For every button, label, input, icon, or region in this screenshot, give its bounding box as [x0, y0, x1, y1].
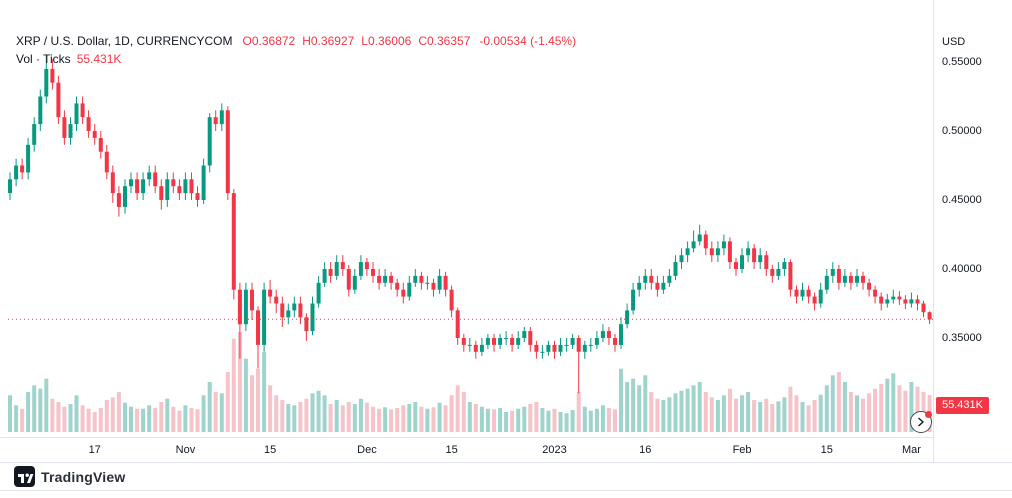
footer-separator: [0, 462, 1012, 463]
time-axis-label: Nov: [175, 444, 196, 456]
chevron-right-icon: [918, 417, 925, 427]
ohlc-high: H0.36927: [302, 34, 355, 48]
price-axis-label: 0.55000: [942, 56, 982, 68]
jump-to-realtime-button[interactable]: [910, 411, 932, 433]
time-axis-label: 15: [820, 444, 833, 456]
time-axis-label: Dec: [357, 444, 377, 456]
price-change: -0.00534 (-1.45%): [479, 34, 577, 48]
time-axis-label: Feb: [732, 444, 752, 456]
time-axis-label: 15: [264, 444, 277, 456]
notification-dot: [925, 411, 932, 418]
price-axis-separator: [933, 0, 934, 462]
time-axis-label: 16: [639, 444, 652, 456]
price-axis-label: 0.35000: [942, 332, 982, 344]
tradingview-logo: [14, 466, 35, 487]
price-axis[interactable]: USD 0.55000 0.50000 0.45000 0.40000 0.35…: [934, 0, 1012, 462]
price-axis-label: 0.40000: [942, 263, 982, 275]
time-axis-label: 15: [445, 444, 458, 456]
price-axis-label: 0.50000: [942, 125, 982, 137]
ohlc-low: L0.36006: [361, 34, 412, 48]
brand-name: TradingView: [41, 468, 126, 485]
ohlc-close: C0.36357: [418, 34, 471, 48]
time-axis[interactable]: 17 Nov 15 Dec 15 2023 16 Feb 15 Mar: [0, 438, 933, 462]
symbol-legend: XRP / U.S. Dollar, 1D, CURRENCYCOM O0.36…: [16, 34, 576, 48]
volume-axis-badge: 55.431K: [936, 397, 989, 414]
ohlc-open: O0.36872: [242, 34, 296, 48]
volume-study-label[interactable]: Vol · Ticks: [16, 52, 71, 66]
symbol-title[interactable]: XRP / U.S. Dollar, 1D, CURRENCYCOM: [16, 34, 233, 48]
bottom-border: [0, 490, 1012, 491]
currency-label: USD: [942, 36, 966, 48]
time-axis-label: 17: [88, 444, 101, 456]
volume-study-value: 55.431K: [76, 52, 122, 66]
time-axis-label: Mar: [901, 444, 921, 456]
volume-legend: Vol · Ticks 55.431K: [16, 52, 121, 66]
time-axis-label: 2023: [542, 444, 567, 456]
price-axis-label: 0.45000: [942, 194, 982, 206]
time-axis-separator: [0, 437, 1012, 438]
brand-footer[interactable]: TradingView: [14, 466, 125, 487]
